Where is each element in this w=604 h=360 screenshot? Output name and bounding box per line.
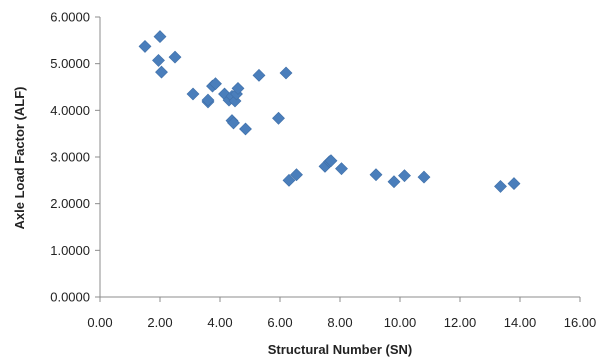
x-axis-title: Structural Number (SN) xyxy=(268,342,412,357)
data-point xyxy=(272,111,285,125)
data-point xyxy=(152,53,165,67)
x-tick-label: 14.00 xyxy=(504,315,537,330)
data-point xyxy=(209,77,222,91)
data-point xyxy=(201,93,215,107)
y-tick-label: 1.0000 xyxy=(50,243,90,258)
x-axis-ticks: 0.00 2.00 4.00 6.00 8.00 10.00 12.00 14.00 16.00 xyxy=(87,297,596,330)
x-tick-label: 12.00 xyxy=(444,315,477,330)
x-tick-label: 10.00 xyxy=(384,315,417,330)
x-tick-label: 8.00 xyxy=(327,315,352,330)
x-tick-label: 16.00 xyxy=(564,315,597,330)
data-point xyxy=(168,50,182,64)
data-point xyxy=(369,168,383,182)
data-points xyxy=(138,30,521,193)
x-tick-label: 0.00 xyxy=(87,315,112,330)
data-point xyxy=(282,173,296,187)
x-tick-label: 6.00 xyxy=(267,315,292,330)
data-point xyxy=(138,39,152,53)
y-tick-label: 5.0000 xyxy=(50,56,90,71)
data-point xyxy=(279,66,293,80)
y-axis-title: Axle Load Factor (ALF) xyxy=(12,86,27,229)
data-point xyxy=(290,168,303,182)
data-point xyxy=(494,179,507,193)
y-tick-label: 3.0000 xyxy=(50,150,90,165)
data-point xyxy=(227,116,240,130)
data-point xyxy=(387,175,401,189)
data-point xyxy=(324,154,338,168)
y-axis-ticks: 0.0000 1.0000 2.0000 3.0000 4.0000 5.0000 6.00… xyxy=(50,10,100,305)
data-point xyxy=(239,122,252,136)
data-point xyxy=(417,170,431,184)
y-tick-label: 4.0000 xyxy=(50,103,90,118)
data-point xyxy=(507,177,521,191)
x-tick-label: 4.00 xyxy=(207,315,232,330)
y-tick-label: 0.0000 xyxy=(50,290,90,305)
data-point xyxy=(155,65,168,79)
data-point xyxy=(153,30,167,44)
y-tick-label: 2.0000 xyxy=(50,196,90,211)
x-tick-label: 2.00 xyxy=(147,315,172,330)
data-point xyxy=(252,68,266,82)
data-point xyxy=(231,81,245,95)
y-tick-label: 6.0000 xyxy=(50,10,90,25)
data-point xyxy=(186,87,200,101)
data-point xyxy=(335,162,348,176)
data-point xyxy=(398,169,411,183)
